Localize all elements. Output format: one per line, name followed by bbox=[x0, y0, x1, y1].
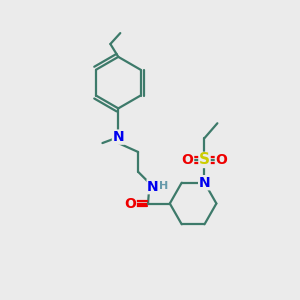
Text: S: S bbox=[199, 152, 210, 167]
Text: O: O bbox=[124, 196, 136, 211]
Text: O: O bbox=[215, 153, 227, 167]
Text: H: H bbox=[159, 181, 169, 191]
Text: O: O bbox=[182, 153, 194, 167]
Text: N: N bbox=[112, 130, 124, 144]
Text: N: N bbox=[147, 180, 159, 194]
Text: N: N bbox=[199, 176, 210, 190]
